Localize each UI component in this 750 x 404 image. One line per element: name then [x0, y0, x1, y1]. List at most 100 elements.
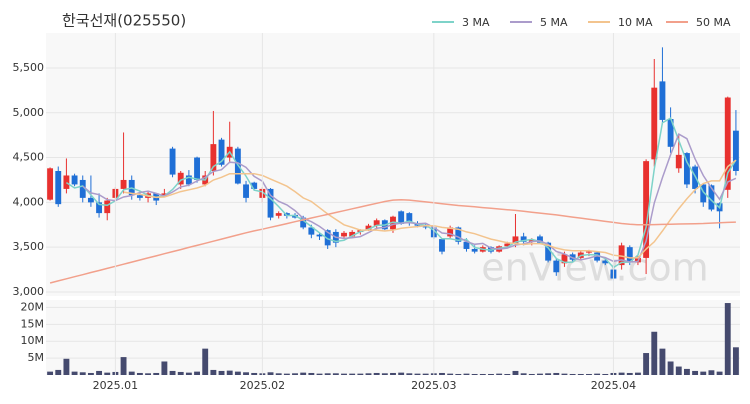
candle-body [136, 195, 143, 198]
volume-bar [463, 373, 470, 375]
volume-bar [341, 373, 347, 375]
candle-body [349, 231, 356, 237]
volume-bar [471, 373, 478, 375]
volume-bar [324, 373, 331, 375]
volume-bar [169, 370, 176, 375]
volume-bar [716, 371, 723, 375]
volume-bar [185, 372, 192, 375]
volume-bar [153, 372, 160, 375]
volume-bar [373, 372, 380, 375]
x-tick-label: 2025.01 [93, 379, 139, 392]
volume-bar [308, 372, 315, 375]
volume-bar [643, 353, 650, 375]
volume-bar [626, 372, 633, 375]
candle-body [471, 248, 478, 252]
candle-body [520, 236, 527, 242]
candle-body [569, 254, 576, 260]
candle-body [683, 153, 690, 185]
candle-body [398, 211, 405, 224]
volume-bar [161, 361, 168, 375]
candle-body [692, 166, 699, 189]
volume-bar [447, 373, 454, 375]
volume-bar [55, 369, 62, 375]
volume-bar [202, 348, 209, 375]
volume-bar [177, 371, 184, 375]
volume-bar [496, 373, 503, 375]
y-tick-label: 15M [21, 317, 45, 330]
volume-bar [479, 373, 486, 375]
ma-line [82, 133, 737, 263]
volume-bar [365, 373, 372, 375]
ma-line [49, 198, 736, 284]
volume-bar [357, 373, 364, 375]
candle-body [732, 130, 739, 171]
x-tick-label: 2025.03 [411, 379, 457, 392]
y-tick-label: 5M [28, 351, 45, 364]
volume-bar [692, 370, 699, 375]
volume-bar [234, 371, 241, 375]
candle-body [422, 225, 429, 228]
y-tick-label: 3,500 [13, 240, 45, 253]
volume-bar [732, 347, 739, 375]
candle-body [177, 172, 184, 185]
candle-body [447, 227, 454, 237]
y-tick-label: 4,000 [13, 195, 45, 208]
volume-bar [128, 371, 135, 375]
candle-body [87, 197, 94, 203]
volume-bar [194, 371, 200, 375]
candle-body [47, 168, 54, 200]
candle-body [553, 260, 560, 273]
y-tick-label: 20M [21, 300, 45, 313]
volume-bar [251, 372, 258, 375]
legend-label: 3 MA [462, 16, 490, 29]
candle-body [561, 254, 568, 264]
x-tick-label: 2025.04 [591, 379, 637, 392]
candle-body [243, 184, 249, 198]
volume-bar [414, 373, 421, 375]
candle-body [300, 217, 307, 228]
candle-body [390, 216, 396, 230]
volume-bar [381, 373, 388, 375]
volume-bar [332, 373, 339, 375]
candle-body [724, 97, 731, 190]
volume-plot-area [46, 300, 740, 375]
candle-body [651, 87, 658, 160]
ma-line [123, 159, 737, 259]
legend-label: 5 MA [540, 16, 568, 29]
volume-bar [136, 372, 143, 375]
candle-body [210, 144, 217, 171]
volume-bar [618, 372, 625, 375]
y-tick-label: 4,500 [13, 151, 45, 164]
candle-body [455, 227, 462, 242]
volume-bar [300, 372, 307, 375]
volume-bar [545, 373, 552, 375]
volume-bar [602, 373, 609, 375]
volume-bar [439, 372, 445, 375]
volume-bar [594, 373, 601, 375]
volume-bar [659, 348, 666, 375]
volume-bar [226, 370, 233, 375]
volume-bar [275, 373, 282, 375]
candle-body [373, 220, 380, 226]
volume-bar [724, 303, 731, 375]
volume-bar [569, 373, 576, 375]
volume-bar [488, 373, 494, 375]
volume-bar [504, 373, 511, 375]
candle-body [667, 119, 674, 147]
candle-body [169, 148, 176, 175]
volume-bar [120, 357, 127, 375]
volume-bar [528, 373, 535, 375]
candle-body [194, 157, 200, 180]
volume-bar [512, 370, 519, 375]
volume-bar [283, 373, 290, 375]
volume-bar [243, 372, 249, 375]
volume-bar [47, 371, 54, 375]
candle-body [55, 170, 62, 205]
volume-bar [63, 358, 70, 375]
y-tick-label: 5,000 [13, 106, 45, 119]
legend-label: 10 MA [618, 16, 653, 29]
volume-bar [145, 373, 151, 375]
volume-bar [577, 373, 584, 375]
candle-body [659, 81, 666, 120]
